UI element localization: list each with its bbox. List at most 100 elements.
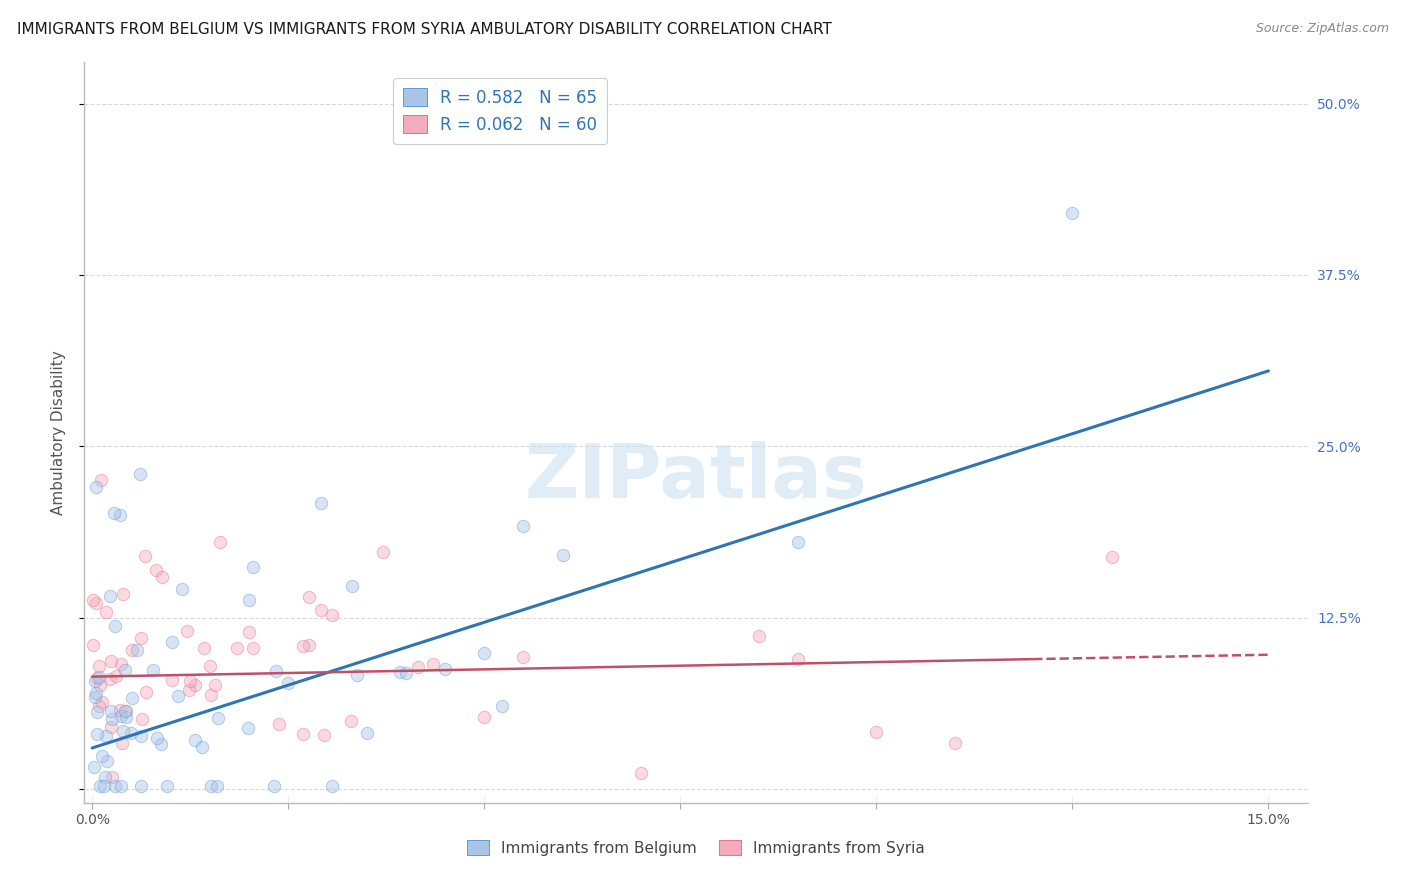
Point [98, 589, 121, 603]
Point [208, 534, 231, 549]
Point [96, 729, 118, 743]
Point [630, 765, 652, 780]
Point [121, 643, 143, 657]
Point [179, 674, 201, 689]
Point [207, 711, 229, 725]
Point [356, 725, 378, 739]
Point [321, 780, 343, 794]
Point [149, 737, 172, 751]
Point [142, 663, 165, 677]
Point [103, 506, 125, 520]
Point [115, 704, 138, 718]
Point [340, 579, 363, 593]
Point [89, 670, 111, 684]
Point [176, 624, 198, 639]
Point [865, 724, 887, 739]
Point [84, 480, 107, 494]
Point [125, 642, 148, 657]
Point [1101, 549, 1123, 564]
Point [91, 695, 114, 709]
Point [298, 639, 321, 653]
Point [94, 605, 117, 619]
Point [491, 698, 513, 713]
Point [263, 780, 285, 794]
Point [225, 640, 247, 655]
Point [110, 508, 132, 522]
Point [238, 593, 260, 607]
Point [205, 780, 228, 794]
Point [943, 736, 966, 750]
Text: ZIPatlas: ZIPatlas [524, 441, 868, 514]
Point [111, 736, 134, 750]
Point [748, 629, 770, 643]
Point [177, 683, 200, 698]
Point [121, 690, 143, 705]
Point [110, 657, 132, 672]
Point [90, 749, 112, 764]
Point [120, 726, 142, 740]
Point [89, 678, 111, 692]
Point [90, 473, 112, 487]
Point [395, 666, 418, 681]
Point [406, 659, 429, 673]
Point [388, 665, 411, 680]
Point [269, 716, 291, 731]
Point [101, 712, 124, 726]
Point [160, 634, 183, 648]
Point [422, 657, 444, 672]
Point [114, 663, 136, 677]
Text: Source: ZipAtlas.com: Source: ZipAtlas.com [1256, 22, 1389, 36]
Point [291, 727, 314, 741]
Point [787, 652, 810, 666]
Point [134, 549, 156, 563]
Legend: Immigrants from Belgium, Immigrants from Syria: Immigrants from Belgium, Immigrants from… [461, 834, 931, 862]
Point [110, 780, 132, 794]
Point [101, 770, 124, 784]
Point [242, 560, 264, 574]
Y-axis label: Ambulatory Disability: Ambulatory Disability [51, 351, 66, 515]
Point [200, 659, 222, 673]
Point [84, 690, 107, 705]
Point [321, 608, 343, 623]
Point [128, 467, 150, 481]
Point [309, 496, 332, 510]
Point [156, 780, 179, 794]
Point [83, 759, 105, 773]
Point [129, 729, 152, 743]
Point [339, 714, 361, 728]
Point [84, 596, 107, 610]
Point [111, 587, 134, 601]
Point [184, 733, 207, 747]
Point [93, 771, 115, 785]
Point [131, 713, 153, 727]
Point [292, 639, 315, 653]
Point [135, 685, 157, 699]
Point [84, 686, 107, 700]
Point [193, 640, 215, 655]
Point [89, 659, 111, 673]
Point [191, 740, 214, 755]
Point [166, 689, 188, 703]
Point [170, 582, 193, 596]
Point [298, 590, 321, 604]
Point [104, 618, 127, 632]
Point [264, 664, 287, 678]
Point [200, 780, 222, 794]
Point [204, 678, 226, 692]
Text: IMMIGRANTS FROM BELGIUM VS IMMIGRANTS FROM SYRIA AMBULATORY DISABILITY CORRELATI: IMMIGRANTS FROM BELGIUM VS IMMIGRANTS FR… [17, 22, 832, 37]
Point [346, 668, 368, 682]
Point [104, 780, 127, 794]
Point [100, 672, 122, 686]
Point [100, 719, 122, 733]
Point [145, 563, 167, 577]
Point [551, 548, 574, 562]
Point [145, 731, 167, 745]
Point [150, 570, 173, 584]
Point [86, 727, 108, 741]
Point [242, 641, 264, 656]
Point [129, 631, 152, 645]
Point [112, 724, 135, 739]
Point [86, 706, 108, 720]
Point [472, 710, 495, 724]
Point [83, 673, 105, 688]
